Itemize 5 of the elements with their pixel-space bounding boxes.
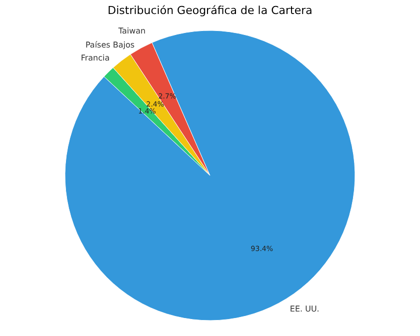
slice-label: EE. UU. xyxy=(290,304,320,314)
slice-label: Taiwan xyxy=(117,26,146,36)
slice-label: Francia xyxy=(80,54,110,63)
slice-label: Países Bajos xyxy=(85,40,135,50)
chart-title: Distribución Geográfica de la Cartera xyxy=(108,4,312,17)
